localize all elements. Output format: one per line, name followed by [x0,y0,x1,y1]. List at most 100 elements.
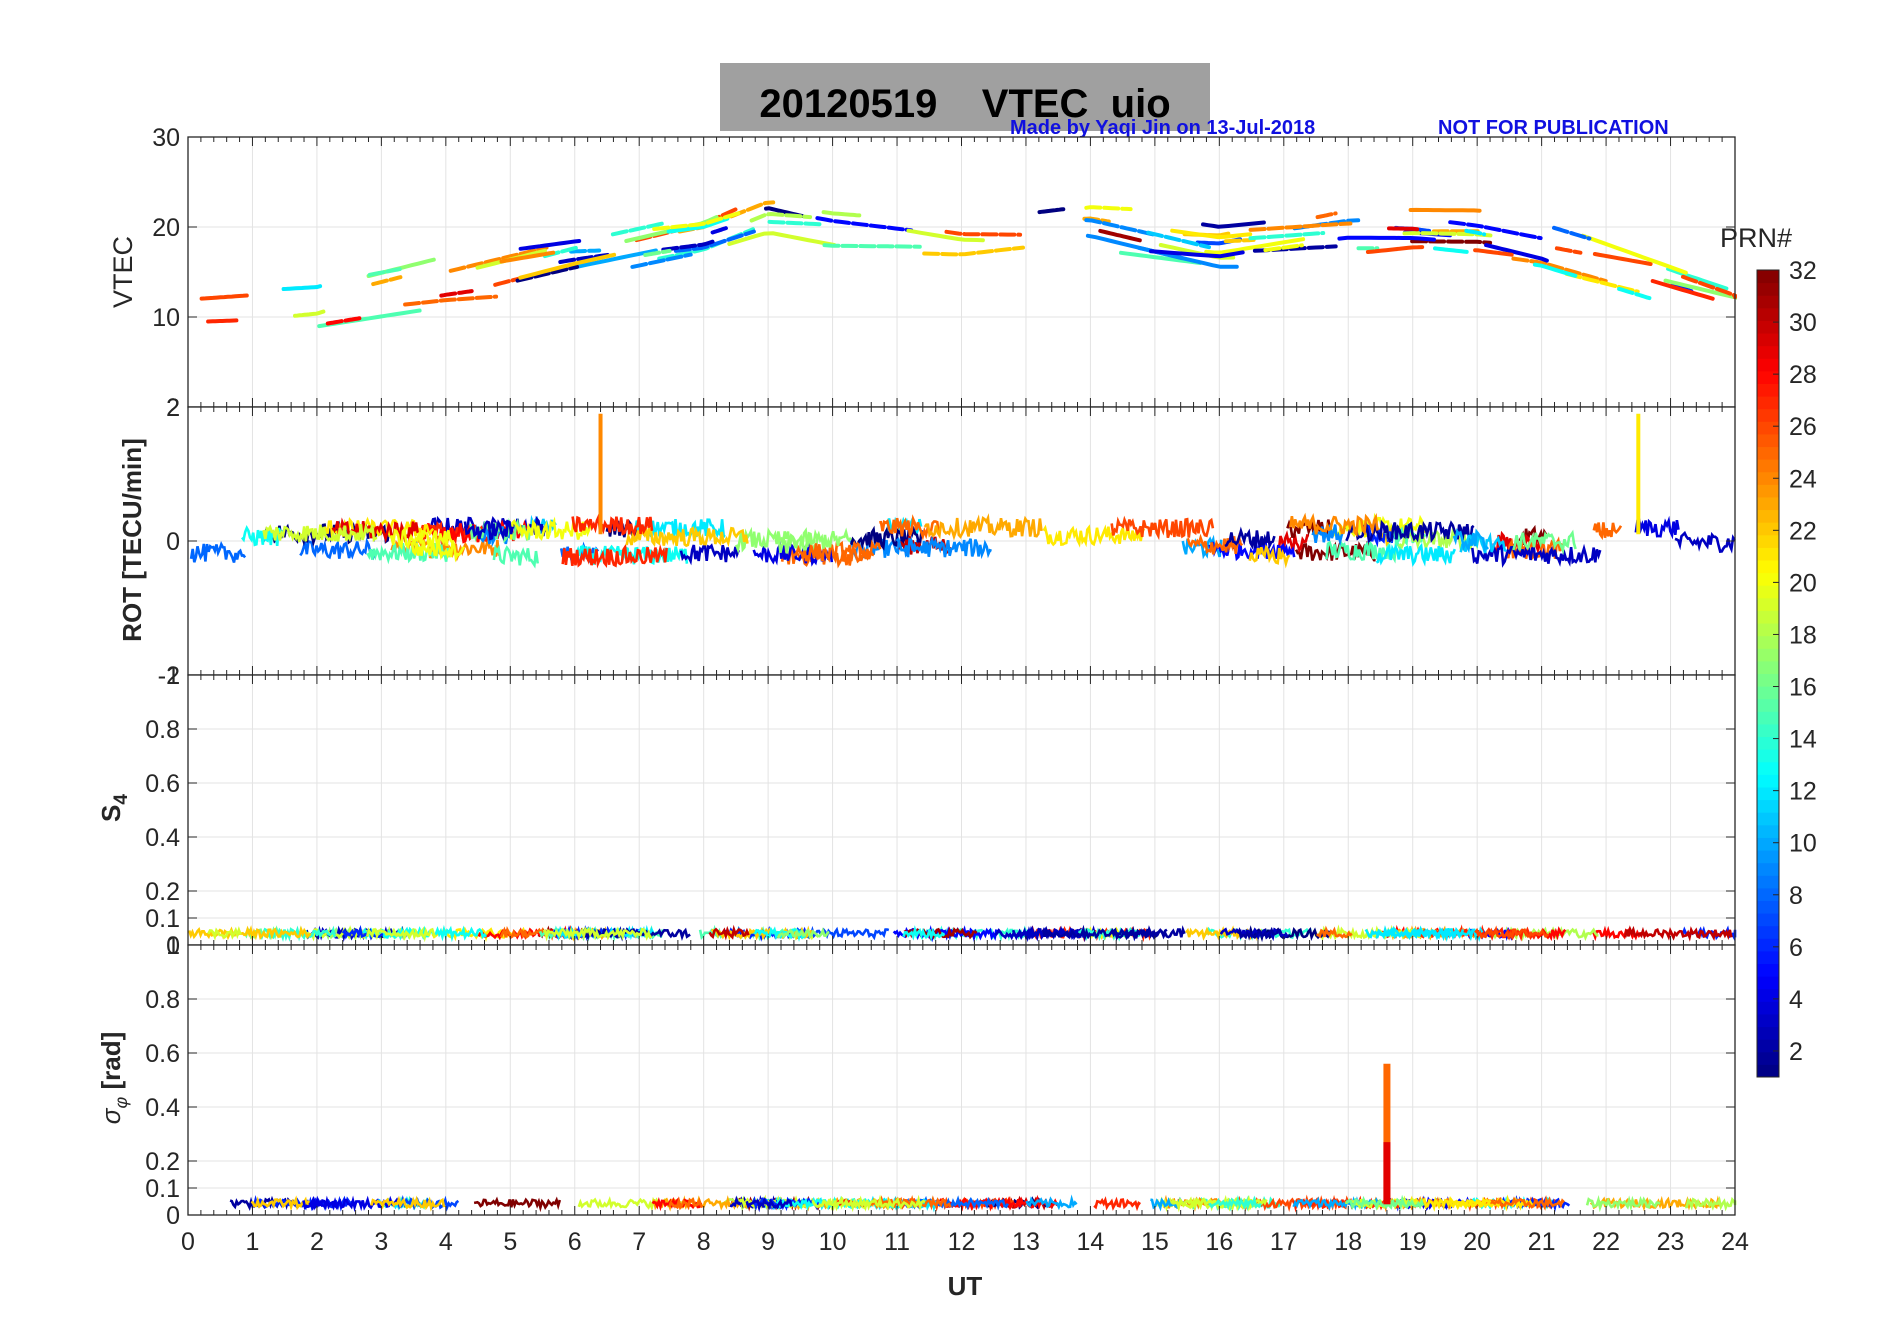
colorbar-band [1757,1001,1779,1015]
rot-trace [923,513,1043,541]
colorbar-band [1757,887,1779,901]
y-tick-label: 0 [166,528,180,556]
colorbar-tick-label: 32 [1789,257,1817,285]
y-tick-label-overlap: 2 [166,394,180,422]
vtec-trace [293,309,326,318]
vtec-trace [1592,252,1653,266]
vtec-trace [199,293,249,301]
rot-trace [189,541,247,563]
sigma-phi-ylabel: σφ [rad] [96,1032,131,1124]
s4-trace [1185,925,1265,942]
colorbar-band [1757,534,1779,548]
colorbar-tick-label: 28 [1789,361,1817,389]
vtec-trace [1552,225,1592,241]
rot-trace [1110,515,1215,541]
colorbar-tick-label: 6 [1789,934,1803,962]
s4-trace [1623,925,1733,942]
colorbar-band [1757,433,1779,448]
colorbar-tick-label: 26 [1789,413,1817,441]
vtec-trace [821,210,862,218]
y-tick-label: 0.4 [145,1094,180,1122]
colorbar-band [1757,723,1779,738]
s4-trace [1219,927,1289,942]
y-tick-label: 20 [152,214,180,242]
colorbar-band [1757,370,1779,384]
colorbar-band [1757,345,1779,359]
sigma_phi-trace [1093,1196,1141,1212]
vtec-trace [439,289,474,298]
sigma_phi-trace [1490,1195,1565,1211]
y-tick-label: 0.6 [145,1040,180,1068]
s4-trace [365,926,437,941]
colorbar-band [1757,988,1779,1002]
colorbar-frame [1756,269,1780,1078]
y-tick-label: 2 [166,394,180,422]
colorbar-tick-label: 10 [1789,830,1817,858]
y-tick-label: 0.8 [145,986,180,1014]
vtec-trace [367,267,402,277]
colorbar-band [1757,648,1779,662]
sigma_phi-trace [811,1194,926,1213]
vtec-trace [666,216,730,234]
vtec-trace [448,245,549,273]
vtec-trace [1084,205,1133,212]
vtec-trace [1464,228,1487,237]
colorbar-tick-label: 8 [1789,882,1803,910]
rot-trace [1330,512,1427,539]
x-tick-label: 4 [439,1228,453,1256]
colorbar-band [1757,333,1779,347]
colorbar-tick-label: 12 [1789,778,1817,806]
s4-trace [1474,925,1550,941]
vtec-trace [661,239,716,252]
vtec-trace [1037,207,1066,215]
rot-trace [571,511,654,537]
colorbar-band [1757,560,1779,574]
colorbar-band [1757,711,1779,725]
data-traces [229,1063,1737,1213]
vtec-trace [906,228,985,243]
vtec-trace [518,252,617,280]
vtec-trace [1473,248,1514,257]
colorbar-band [1757,925,1779,939]
colorbar-band [1757,950,1779,965]
vtec-trace [515,264,580,283]
colorbar-band [1757,496,1779,511]
sigma_phi-trace [651,1196,703,1212]
colorbar-tick-label: 24 [1789,465,1817,493]
rot-trace [1674,530,1736,554]
colorbar-band [1757,307,1779,321]
sigma_phi-trace [1585,1195,1661,1213]
rot-trace [1452,528,1490,554]
x-tick-label: 8 [697,1228,711,1256]
rot-trace [1224,526,1276,550]
colorbar-band [1757,572,1779,586]
s4-trace [1313,924,1440,943]
vtec-trace [1564,271,1640,294]
vtec-trace [673,229,756,253]
colorbar-band [1757,963,1779,977]
s4-panel: 00.10.2 0.4 0.6 0.8 1 [145,674,1737,960]
rot-trace [1311,524,1346,546]
credit-text: Made by Yaqi Jin on 13-Jul-2018 [1010,117,1315,139]
colorbar-band [1757,862,1779,876]
rot-trace [1512,529,1577,556]
vtec-trace [767,219,824,227]
sigma_phi-trace [867,1195,952,1211]
vtec-trace [1170,228,1253,240]
vtec-trace [1146,230,1211,250]
rot-trace [561,543,668,569]
vtec-trace [1201,220,1266,229]
vtec-trace [1580,233,1688,275]
colorbar-band [1757,900,1779,914]
vtec-trace [1119,250,1203,265]
rot-trace [895,535,992,560]
colorbar-band [1757,408,1779,422]
sigma-phi-panel: 00.10.20.40.60.80 1 2 3 4 5 6 7 8 9 10 11 12 13 14 15 16… [145,944,1749,1256]
x-tick-label: 6 [568,1228,582,1256]
colorbar-band [1757,824,1779,838]
x-tick-label: 18 [1334,1228,1362,1256]
y-tick-label: 0.2 [145,878,180,906]
x-tick-label: 19 [1399,1228,1427,1256]
